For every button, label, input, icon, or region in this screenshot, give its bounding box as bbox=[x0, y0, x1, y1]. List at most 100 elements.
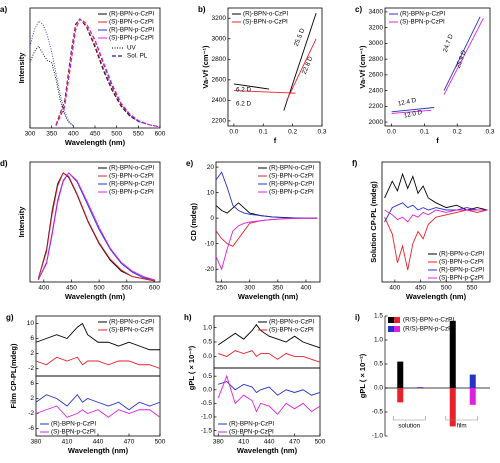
y-tick-label: 10 bbox=[207, 189, 215, 196]
x-tick-label: 400 bbox=[301, 285, 312, 292]
x-tick-label: 250 bbox=[216, 285, 227, 292]
x-tick-label: 0.2 bbox=[453, 129, 462, 136]
x-axis-label: Wavelength (nm) bbox=[238, 292, 299, 301]
x-tick-label: 450 bbox=[90, 131, 101, 138]
x-tick-label: 0.3 bbox=[317, 129, 326, 136]
x-tick-label: 550 bbox=[133, 131, 144, 138]
y-axis-label: Intensity bbox=[17, 206, 26, 238]
panel-label: b) bbox=[198, 5, 206, 14]
x-tick-label: 300 bbox=[244, 285, 255, 292]
series-line bbox=[391, 18, 484, 114]
y-tick-label: 2600 bbox=[212, 77, 227, 84]
x-tick-label: 600 bbox=[149, 285, 160, 292]
x-tick-label: 500 bbox=[441, 285, 452, 292]
series-line bbox=[218, 350, 321, 363]
y-axis-label: Film CP-PL(mdeg) bbox=[9, 343, 18, 409]
y-tick-label: -20 bbox=[205, 266, 215, 273]
plot-frame bbox=[29, 161, 161, 283]
panel-label: c) bbox=[355, 5, 362, 14]
y-tick-label: 2200 bbox=[212, 118, 227, 125]
x-tick-label: 500 bbox=[315, 439, 326, 446]
legend-label: (R)-BPN-o-CzPI bbox=[243, 11, 288, 18]
y-axis-label: gPL ( × 10⁻³) bbox=[187, 345, 196, 390]
series-line bbox=[233, 38, 317, 101]
y-tick-label: -1.0 bbox=[372, 433, 384, 440]
legend-label: (S)-BPN-o-CzPI bbox=[439, 259, 484, 266]
legend-label: (R)-BPN-p-CzPI bbox=[400, 11, 445, 18]
legend-label: (S)-BPN-o-CzPI bbox=[109, 173, 154, 180]
x-tick-label: 470 bbox=[124, 439, 135, 446]
panel-label: g) bbox=[6, 313, 14, 322]
y-tick-label: 3200 bbox=[369, 24, 384, 31]
x-axis-label: Wavelength (nm) bbox=[65, 138, 126, 147]
x-tick-label: 410 bbox=[238, 439, 249, 446]
y-tick-label: 0.0 bbox=[374, 385, 383, 392]
series-line bbox=[215, 171, 318, 219]
y-tick-label: -2 bbox=[28, 365, 34, 372]
x-tick-label: 0.2 bbox=[288, 129, 297, 136]
y-tick-label: 0.5 bbox=[203, 339, 212, 346]
series-line bbox=[215, 217, 318, 247]
panel-label: i) bbox=[355, 313, 360, 322]
legend-swatch bbox=[394, 317, 400, 323]
category-label: solution bbox=[398, 423, 420, 430]
bracket bbox=[445, 416, 479, 421]
x-tick-label: 300 bbox=[25, 131, 36, 138]
y-tick-label: 2200 bbox=[369, 103, 384, 110]
series-line bbox=[29, 20, 74, 127]
y-tick-label: 0 bbox=[210, 215, 214, 222]
x-tick-label: 500 bbox=[94, 285, 105, 292]
x-tick-label: 380 bbox=[213, 439, 224, 446]
series-line bbox=[217, 323, 321, 349]
panel-label: h) bbox=[184, 313, 192, 322]
bar bbox=[397, 361, 404, 388]
y-axis-label: gPL ( × 10⁻²) bbox=[358, 353, 367, 398]
x-tick-label: 0.3 bbox=[485, 129, 494, 136]
y-tick-label: 10 bbox=[27, 320, 35, 327]
x-axis-label: Wavelength (nm) bbox=[406, 292, 467, 301]
y-tick-label: -1.5 bbox=[201, 427, 213, 434]
y-tick-label: 2400 bbox=[369, 87, 384, 94]
legend-label: (R)-BPN-p-CzPI bbox=[439, 267, 484, 274]
legend-label: (S)-BPN-o-CzPI bbox=[109, 327, 154, 334]
series-line bbox=[55, 18, 161, 128]
series-line bbox=[35, 405, 161, 418]
y-tick-label: 3000 bbox=[212, 36, 227, 43]
x-tick-label: 550 bbox=[467, 285, 478, 292]
x-tick-label: 400 bbox=[68, 131, 79, 138]
series-line bbox=[35, 322, 160, 351]
x-tick-label: 400 bbox=[389, 285, 400, 292]
series-line bbox=[29, 45, 74, 127]
plot-frame bbox=[384, 7, 491, 127]
annotation: 25.9 D bbox=[455, 49, 468, 69]
bar bbox=[449, 388, 456, 427]
panel-label: f) bbox=[352, 159, 358, 168]
series-line bbox=[217, 374, 321, 415]
bracket bbox=[392, 416, 426, 421]
legend-label: (R)-BPN-o-CzPI bbox=[269, 165, 314, 172]
bar bbox=[469, 388, 476, 405]
x-tick-label: 350 bbox=[272, 285, 283, 292]
panel-label: d) bbox=[0, 159, 8, 168]
y-axis-label: Solution CP-PL (mdeg) bbox=[369, 181, 378, 263]
legend-label: (R/S)-BPN-o-CzPI bbox=[403, 317, 454, 324]
legend-label: (S)-BPN-p-CzPI bbox=[109, 189, 154, 196]
y-tick-label: -0.5 bbox=[201, 400, 213, 407]
series-line bbox=[35, 394, 161, 411]
y-tick-label: 2000 bbox=[369, 119, 384, 126]
y-tick-label: 20 bbox=[207, 164, 215, 171]
x-tick-label: 450 bbox=[415, 285, 426, 292]
x-axis-label: Wavelength (nm) bbox=[68, 446, 129, 455]
legend-label: (S)-BPN-p-CzPI bbox=[109, 35, 154, 42]
y-tick-label: 2 bbox=[30, 350, 34, 357]
series-line bbox=[391, 16, 481, 113]
x-tick-label: 440 bbox=[264, 439, 275, 446]
category-label: film bbox=[457, 423, 467, 430]
x-tick-label: 600 bbox=[155, 131, 166, 138]
y-axis-label: Intensity bbox=[17, 52, 26, 84]
series-line bbox=[384, 202, 488, 223]
legend-swatch bbox=[394, 326, 400, 332]
panel-label: a) bbox=[0, 5, 7, 14]
y-tick-label: -1.0 bbox=[201, 414, 213, 421]
